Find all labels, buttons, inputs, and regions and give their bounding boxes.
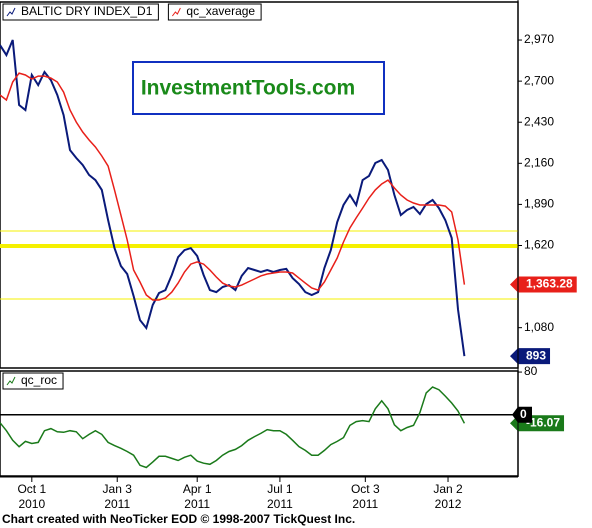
legend-box bbox=[2, 3, 159, 21]
x-tick-label: Apr 1 bbox=[183, 482, 212, 496]
y-tick-label: 1,620 bbox=[524, 238, 554, 252]
x-tick-label: Jan 3 bbox=[103, 482, 133, 496]
x-tick-year: 2012 bbox=[435, 497, 462, 511]
last-value-tag: 1,363.28 bbox=[510, 276, 577, 293]
legend-icon bbox=[171, 7, 181, 17]
footer: Chart created with NeoTicker EOD © 1998-… bbox=[2, 512, 355, 526]
watermark-box bbox=[132, 61, 385, 115]
x-tick-label: Jan 2 bbox=[433, 482, 463, 496]
x-tick-year: 2010 bbox=[18, 497, 45, 511]
tag-label: -16.07 bbox=[526, 415, 560, 429]
legend-label: qc_roc bbox=[21, 373, 57, 387]
series-line bbox=[0, 386, 466, 469]
x-tick-year: 2011 bbox=[184, 497, 210, 511]
tag-shape bbox=[510, 276, 577, 293]
y-tick-label: 1,080 bbox=[524, 320, 554, 334]
x-tick-year: 2011 bbox=[352, 497, 378, 511]
tag-label: 893 bbox=[526, 348, 546, 362]
series-line bbox=[0, 39, 466, 357]
y-tick-label: 1,890 bbox=[524, 197, 554, 211]
last-value-tag: 893 bbox=[510, 348, 551, 365]
y-tick-label: 80 bbox=[524, 364, 538, 378]
x-tick-year: 2011 bbox=[267, 497, 293, 511]
x-tick-label: Oct 3 bbox=[351, 482, 380, 496]
zero-label: 0 bbox=[520, 407, 527, 421]
zero-tag bbox=[512, 406, 532, 423]
legend-item: BALTIC DRY INDEX_D1 bbox=[2, 3, 159, 21]
y-tick-label: 2,430 bbox=[524, 114, 554, 128]
x-tick-label: Jul 1 bbox=[267, 482, 293, 496]
legend-box bbox=[2, 372, 64, 390]
series-line bbox=[0, 72, 466, 301]
tag-shape bbox=[510, 348, 551, 365]
x-tick-year: 2011 bbox=[104, 497, 130, 511]
x-tick-label: Oct 1 bbox=[17, 482, 46, 496]
legend-item: qc_xaverage bbox=[167, 3, 262, 21]
y-tick-label: 2,700 bbox=[524, 73, 554, 87]
legend-icon bbox=[6, 7, 16, 17]
plot-area bbox=[0, 370, 519, 477]
legend-label: qc_xaverage bbox=[186, 4, 255, 18]
y-tick-label: 2,970 bbox=[524, 32, 554, 46]
tag-label: 1,363.28 bbox=[526, 277, 573, 291]
legend-label: BALTIC DRY INDEX_D1 bbox=[21, 4, 153, 18]
y-tick-label: 2,160 bbox=[524, 155, 554, 169]
legend-item: qc_roc bbox=[2, 372, 64, 390]
legend-icon bbox=[6, 376, 16, 386]
plot-area bbox=[0, 1, 519, 369]
watermark: InvestmentTools.com bbox=[141, 77, 355, 100]
legend-box bbox=[167, 3, 262, 21]
